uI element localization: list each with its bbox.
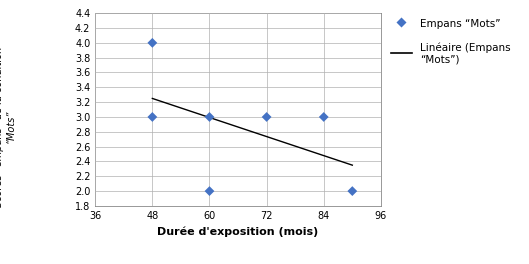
Point (262, 115, 271, 119)
Point (205, 189, 214, 193)
Point (148, 115, 157, 119)
X-axis label: Durée d'exposition (mois): Durée d'exposition (mois) (158, 226, 318, 237)
Point (320, 115, 328, 119)
Point (148, 41, 157, 45)
Legend: Empans “Mots”, Linéaire (Empans
“Mots”): Empans “Mots”, Linéaire (Empans “Mots”) (387, 13, 515, 69)
Point (205, 115, 214, 119)
Text: Scores “empans” de la condition
“Mots”: Scores “empans” de la condition “Mots” (0, 46, 16, 207)
Point (348, 189, 357, 193)
